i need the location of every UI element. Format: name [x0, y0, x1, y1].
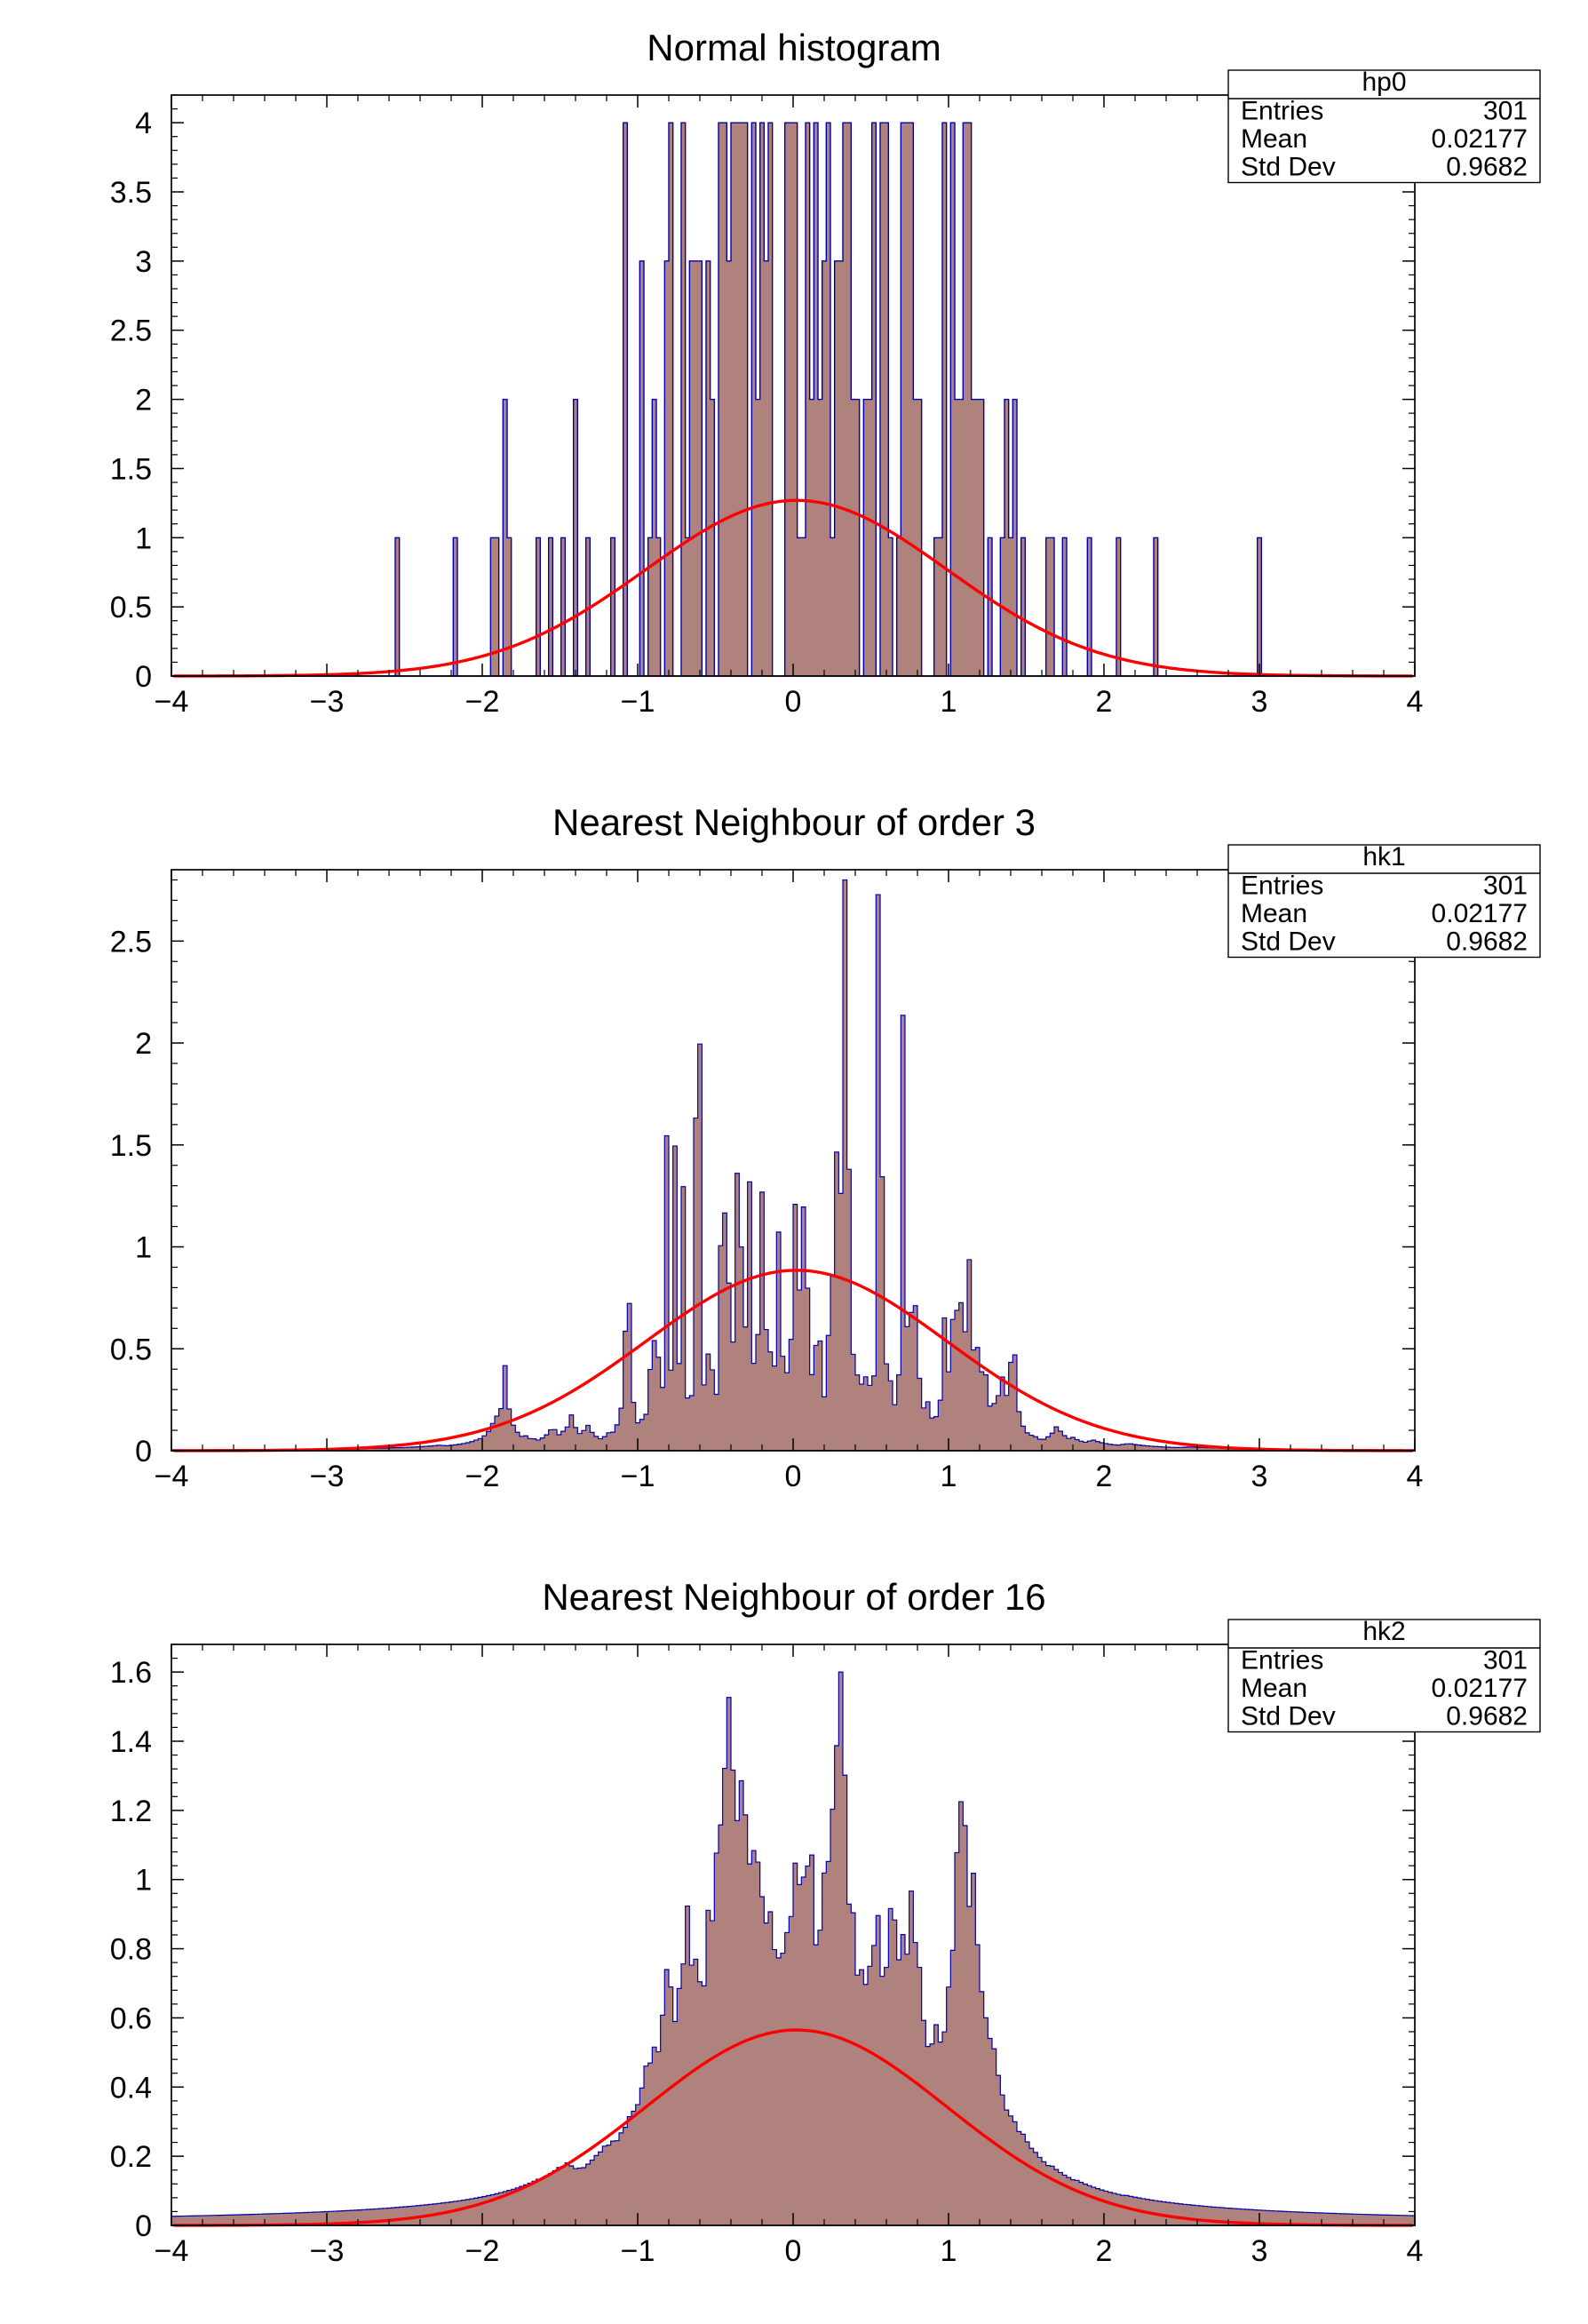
- svg-text:0.5: 0.5: [110, 591, 152, 625]
- svg-text:1: 1: [135, 1231, 152, 1265]
- svg-text:0.02177: 0.02177: [1432, 899, 1528, 928]
- svg-text:0.6: 0.6: [110, 2002, 152, 2035]
- svg-text:Mean: Mean: [1241, 1674, 1307, 1703]
- svg-text:301: 301: [1483, 1646, 1528, 1675]
- svg-text:Entries: Entries: [1241, 97, 1323, 126]
- svg-text:0.8: 0.8: [110, 1933, 152, 1967]
- svg-text:2: 2: [1096, 2234, 1113, 2268]
- svg-text:−1: −1: [621, 685, 655, 719]
- svg-text:4: 4: [135, 107, 152, 140]
- svg-text:2: 2: [1096, 685, 1113, 719]
- svg-text:−2: −2: [465, 1460, 500, 1493]
- svg-text:1: 1: [135, 521, 152, 555]
- svg-text:3: 3: [135, 245, 152, 279]
- svg-text:301: 301: [1483, 872, 1528, 901]
- svg-text:hp0: hp0: [1362, 68, 1406, 97]
- svg-text:0.9682: 0.9682: [1446, 1702, 1528, 1731]
- svg-text:0.9682: 0.9682: [1446, 927, 1528, 957]
- svg-text:301: 301: [1483, 97, 1528, 126]
- svg-text:−3: −3: [310, 2234, 345, 2268]
- svg-text:4: 4: [1407, 1460, 1424, 1493]
- svg-text:2.5: 2.5: [110, 314, 152, 348]
- svg-text:1: 1: [135, 1864, 152, 1898]
- svg-text:Mean: Mean: [1241, 124, 1307, 154]
- svg-text:1.2: 1.2: [110, 1795, 152, 1828]
- svg-text:0.4: 0.4: [110, 2071, 152, 2105]
- svg-text:2: 2: [135, 1027, 152, 1061]
- svg-text:0: 0: [135, 660, 152, 694]
- svg-text:4: 4: [1407, 2234, 1424, 2268]
- svg-text:0.9682: 0.9682: [1446, 153, 1528, 182]
- svg-text:−3: −3: [310, 685, 345, 719]
- svg-text:1: 1: [941, 685, 957, 719]
- svg-text:Entries: Entries: [1241, 1646, 1323, 1675]
- svg-text:0: 0: [785, 1460, 802, 1493]
- svg-text:Entries: Entries: [1241, 872, 1323, 901]
- svg-text:hk1: hk1: [1362, 842, 1405, 872]
- svg-text:Std Dev: Std Dev: [1241, 927, 1336, 957]
- svg-text:4: 4: [1407, 685, 1424, 719]
- svg-text:1: 1: [941, 2234, 957, 2268]
- svg-text:Normal histogram: Normal histogram: [647, 27, 941, 68]
- svg-text:0.02177: 0.02177: [1432, 124, 1528, 154]
- svg-text:3: 3: [1251, 685, 1268, 719]
- svg-text:−4: −4: [155, 685, 189, 719]
- svg-text:0: 0: [785, 685, 802, 719]
- svg-text:−4: −4: [155, 2234, 189, 2268]
- svg-text:hk2: hk2: [1362, 1617, 1405, 1646]
- svg-text:−3: −3: [310, 1460, 345, 1493]
- svg-text:−1: −1: [621, 2234, 655, 2268]
- svg-text:0: 0: [135, 1435, 152, 1468]
- svg-text:−2: −2: [465, 2234, 500, 2268]
- svg-text:3: 3: [1251, 2234, 1268, 2268]
- svg-text:2: 2: [1096, 1460, 1113, 1493]
- svg-text:Nearest Neighbour of order 16: Nearest Neighbour of order 16: [542, 1576, 1045, 1618]
- svg-text:3: 3: [1251, 1460, 1268, 1493]
- svg-text:1: 1: [941, 1460, 957, 1493]
- svg-text:Nearest Neighbour of order 3: Nearest Neighbour of order 3: [552, 801, 1036, 843]
- svg-text:1.6: 1.6: [110, 1656, 152, 1690]
- svg-text:0: 0: [135, 2209, 152, 2243]
- svg-text:1.5: 1.5: [110, 1129, 152, 1163]
- svg-text:2: 2: [135, 384, 152, 418]
- svg-text:2.5: 2.5: [110, 925, 152, 959]
- svg-text:0.02177: 0.02177: [1432, 1674, 1528, 1703]
- svg-text:Std Dev: Std Dev: [1241, 153, 1336, 182]
- svg-text:−2: −2: [465, 685, 500, 719]
- svg-text:1.4: 1.4: [110, 1725, 152, 1759]
- svg-text:−4: −4: [155, 1460, 189, 1493]
- svg-text:−1: −1: [621, 1460, 655, 1493]
- svg-text:Std Dev: Std Dev: [1241, 1702, 1336, 1731]
- svg-text:0.5: 0.5: [110, 1333, 152, 1366]
- svg-text:0.2: 0.2: [110, 2140, 152, 2174]
- svg-text:0: 0: [785, 2234, 802, 2268]
- svg-text:1.5: 1.5: [110, 452, 152, 486]
- svg-text:3.5: 3.5: [110, 176, 152, 210]
- svg-text:Mean: Mean: [1241, 899, 1307, 928]
